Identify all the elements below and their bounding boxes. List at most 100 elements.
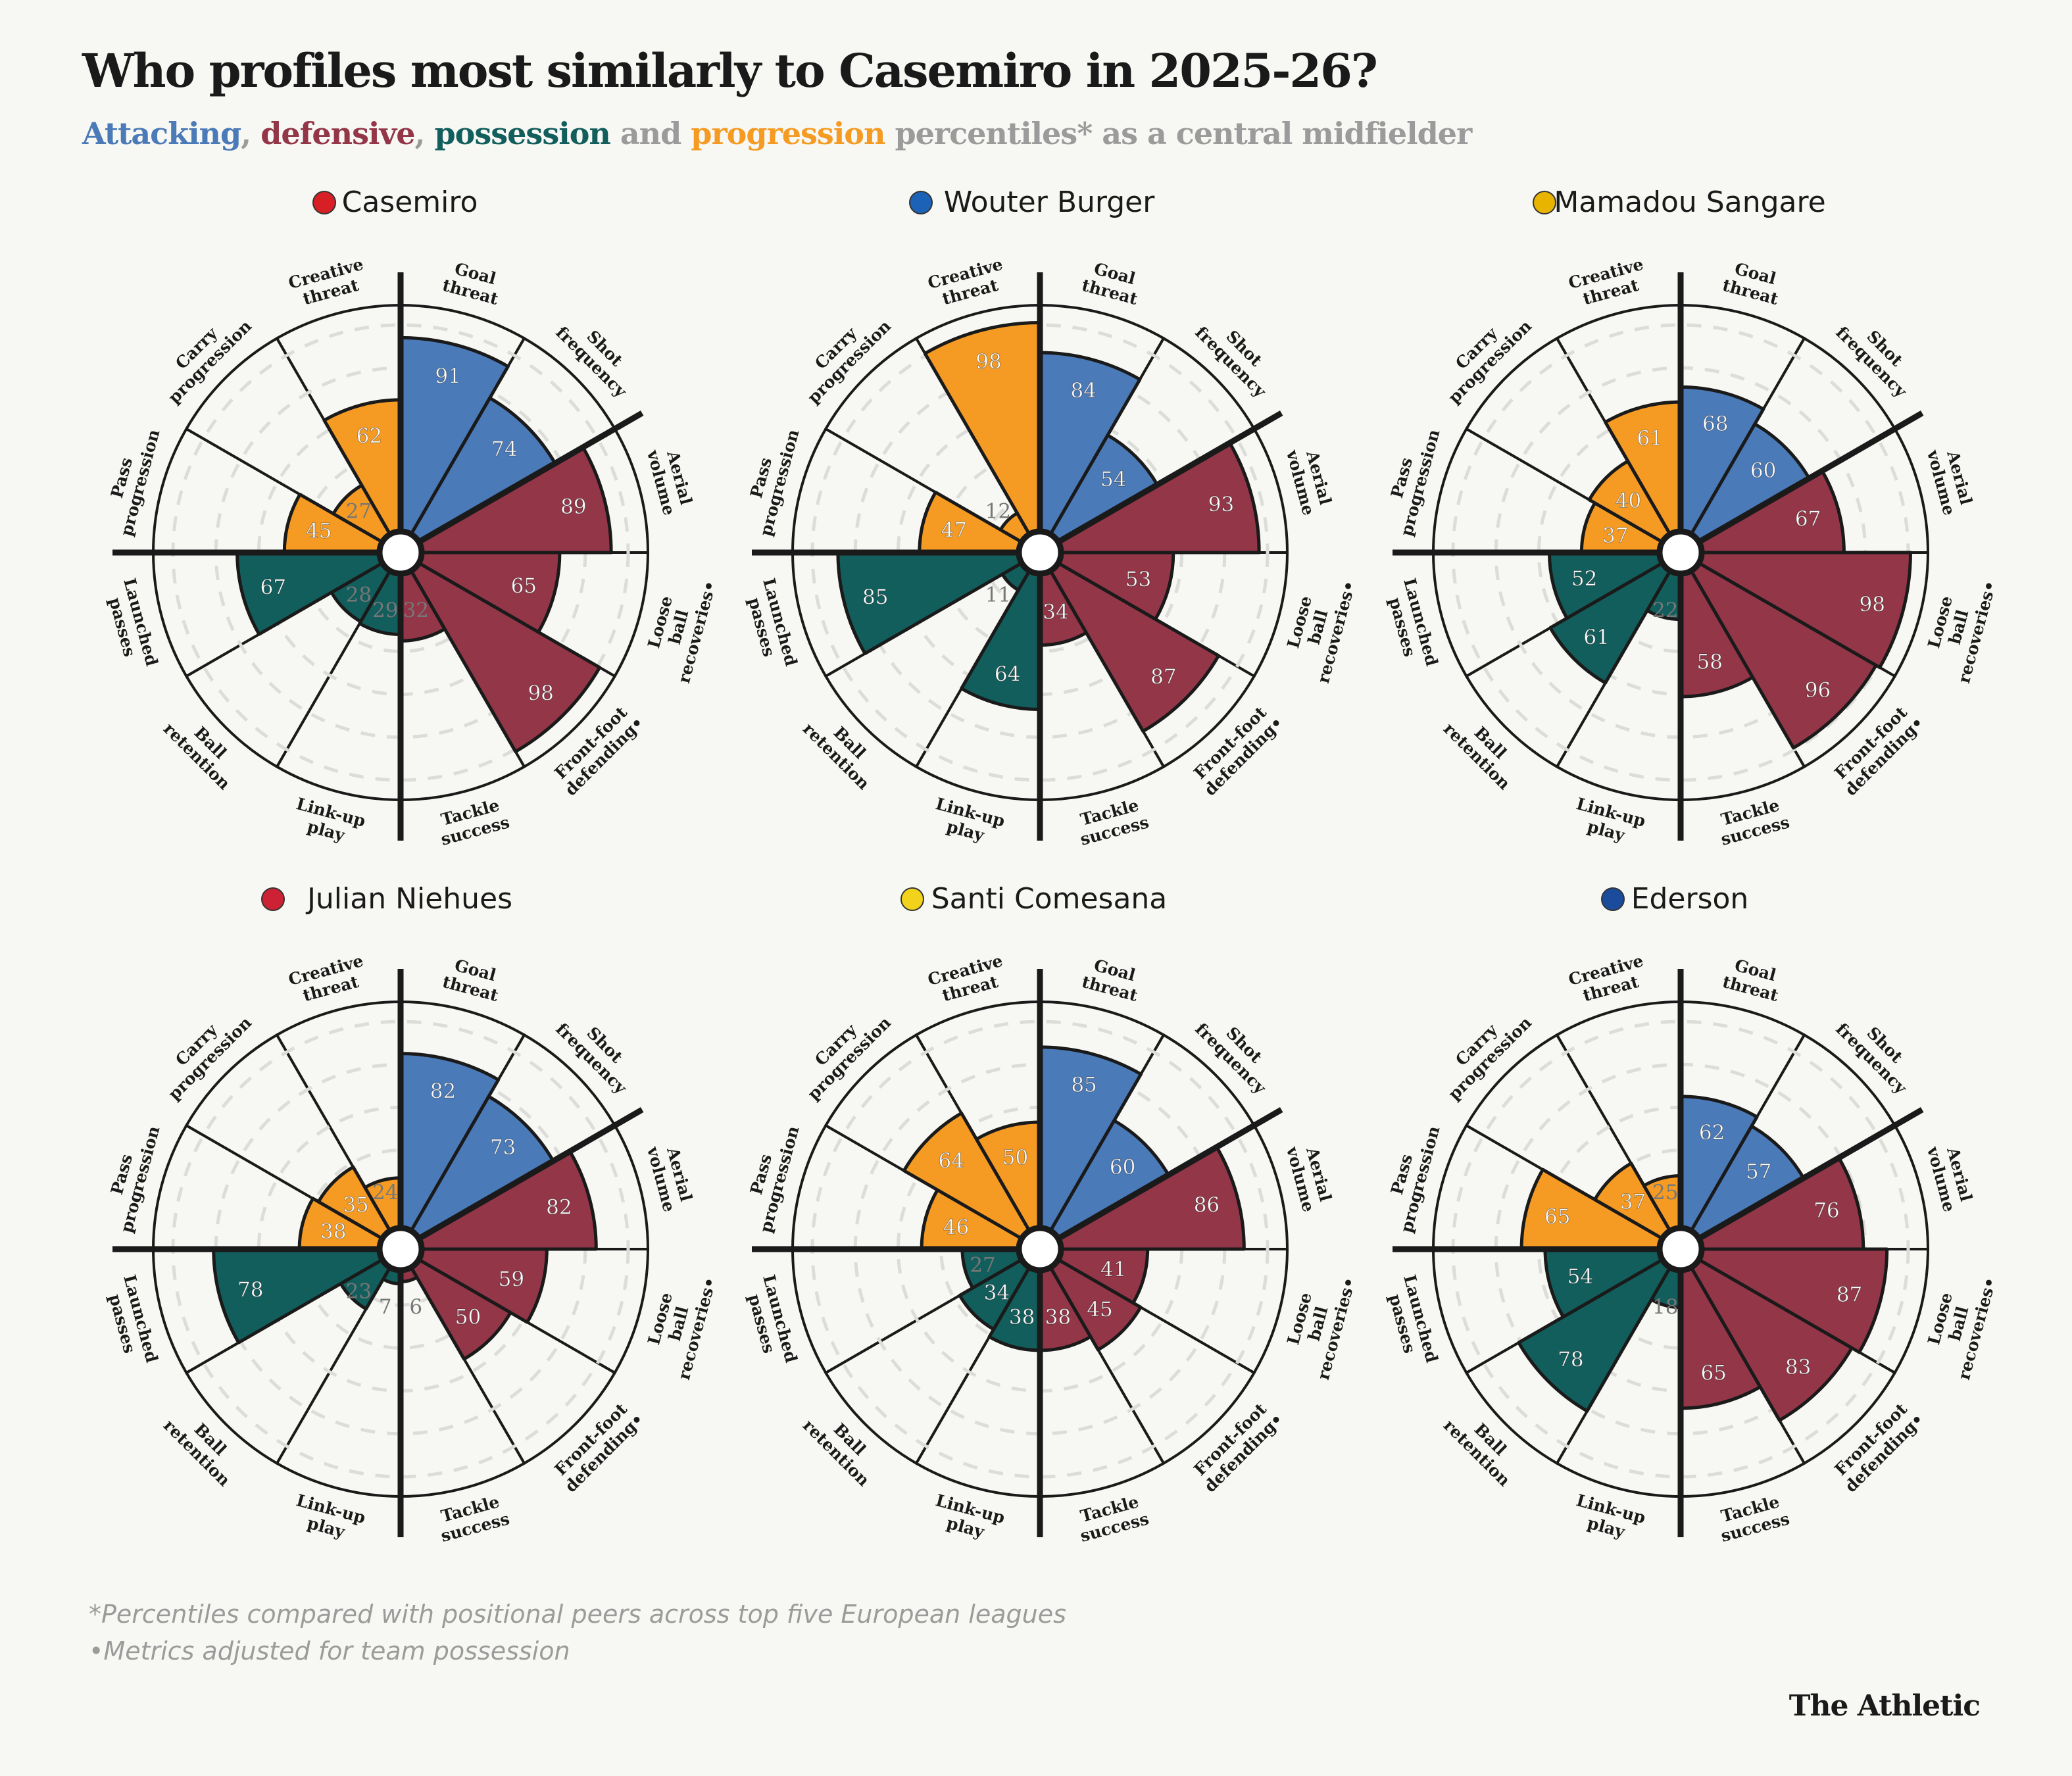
- value-label: 37: [1602, 524, 1628, 547]
- center-hole: [1656, 528, 1705, 577]
- metric-label: Creativethreat: [925, 951, 1010, 1008]
- metric-label: Tacklesuccess: [434, 1491, 512, 1546]
- value-label: 84: [1070, 379, 1096, 403]
- subtitle-part: and: [610, 116, 691, 151]
- group-divider: [399, 410, 644, 555]
- value-label: 62: [357, 424, 382, 448]
- value-bar: [1679, 1247, 1889, 1354]
- group-divider: [399, 1107, 644, 1252]
- value-label: 61: [1583, 626, 1609, 649]
- slice-background: [1555, 1244, 1682, 1498]
- metric-label: Passprogression: [737, 422, 802, 538]
- value-bar: [1038, 351, 1142, 555]
- value-label: 58: [1697, 650, 1723, 674]
- value-label: 28: [346, 583, 372, 607]
- value-bar: [212, 1247, 403, 1344]
- slice-background: [399, 1244, 526, 1498]
- hoffenheim-crest-icon: [909, 191, 933, 214]
- metric-label: Passprogression: [1378, 1119, 1443, 1235]
- value-label: 78: [1558, 1348, 1583, 1371]
- value-label: 96: [1805, 679, 1831, 703]
- value-label: 85: [1071, 1073, 1097, 1097]
- value-bar: [1038, 1145, 1246, 1251]
- slice-background: [824, 336, 1044, 556]
- metric-label: Launchedpasses: [741, 1273, 801, 1369]
- value-bar: [399, 551, 562, 634]
- subtitle-part: percentiles* as a central midfielder: [885, 116, 1472, 151]
- metric-label: Goalthreat: [441, 954, 506, 1006]
- value-bar: [1679, 551, 1878, 750]
- metric-label: Link-upplay: [929, 794, 1007, 849]
- value-bar: [1679, 1156, 1865, 1251]
- value-label: 60: [1110, 1155, 1135, 1179]
- heidenheim-crest-icon: [261, 887, 285, 911]
- footnote-possession-adjusted: •Metrics adjusted for team possession: [89, 1637, 570, 1665]
- group-divider: [1038, 1107, 1283, 1252]
- subtitle-part: ,: [241, 116, 261, 151]
- metric-label: Looseballrecoveries•: [1917, 569, 2000, 685]
- value-label: 83: [1785, 1356, 1811, 1379]
- value-label: 64: [995, 662, 1020, 686]
- value-label: 27: [346, 499, 372, 523]
- villarreal-crest-icon: [900, 887, 924, 911]
- value-bar: [399, 1247, 549, 1324]
- metric-label: Tacklesuccess: [1714, 794, 1792, 849]
- metric-label: Tacklesuccess: [434, 794, 512, 849]
- group-divider: [1679, 410, 1924, 555]
- value-label: 98: [528, 681, 553, 705]
- value-label: 57: [1746, 1160, 1771, 1183]
- value-bar: [399, 1149, 598, 1251]
- metric-label: Passprogression: [98, 422, 163, 538]
- metric-label: Looseballrecoveries•: [1917, 1266, 2000, 1382]
- value-bar: [399, 335, 510, 555]
- value-bar: [1679, 551, 1912, 670]
- value-label: 34: [1043, 601, 1068, 624]
- value-label: 34: [984, 1281, 1010, 1305]
- subtitle: Attacking, defensive, possession and pro…: [82, 116, 1472, 151]
- value-label: 53: [1125, 568, 1151, 591]
- value-bar: [1593, 1162, 1683, 1251]
- metric-label: Link-upplay: [929, 1491, 1007, 1546]
- manchester-united-crest-icon: [312, 191, 336, 214]
- value-label: 37: [1620, 1190, 1646, 1214]
- player-name: Ederson: [1631, 882, 1749, 916]
- value-label: 64: [938, 1149, 964, 1173]
- lens-crest-icon: [1533, 191, 1556, 214]
- metric-label: Looseballrecoveries•: [637, 569, 720, 685]
- metric-label: Launchedpasses: [741, 576, 801, 673]
- group-divider: [1679, 1107, 1924, 1252]
- value-label: 76: [1813, 1199, 1839, 1223]
- value-label: 29: [372, 599, 398, 622]
- value-bar: [902, 1111, 1042, 1251]
- metric-label: Aerialvolume: [1283, 1139, 1337, 1214]
- metric-label: Tacklesuccess: [1714, 1491, 1792, 1546]
- value-label: 65: [1544, 1205, 1570, 1229]
- value-label: 67: [1795, 507, 1821, 531]
- metric-label: Creativethreat: [1566, 951, 1650, 1008]
- value-label: 47: [941, 518, 967, 542]
- slice-background: [1555, 547, 1682, 802]
- slice-background: [275, 1244, 402, 1498]
- center-hole: [376, 1225, 425, 1273]
- subtitle-part: defensive: [260, 116, 415, 151]
- value-label: 59: [499, 1268, 524, 1291]
- metric-label: Looseballrecoveries•: [1277, 569, 1359, 685]
- player-name: Santi Comesana: [931, 882, 1168, 916]
- value-label: 38: [1045, 1305, 1071, 1329]
- metric-label: Launchedpasses: [101, 1273, 161, 1369]
- player-name: Mamadou Sangare: [1554, 185, 1825, 219]
- metric-label: Aerialvolume: [1923, 1139, 1977, 1214]
- value-bar: [316, 1165, 403, 1251]
- page-title: Who profiles most similarly to Casemiro …: [82, 43, 1378, 98]
- value-label: 86: [1194, 1193, 1220, 1217]
- value-label: 82: [546, 1195, 572, 1219]
- player-chart: Ederson 62 57 76 87 83 65 18 78 54 65 37 25 Goalthrea…: [1378, 882, 2000, 1546]
- value-label: 24: [372, 1181, 398, 1204]
- player-name: Julian Niehues: [305, 882, 512, 916]
- metric-label: Goalthreat: [1721, 257, 1786, 309]
- value-label: 54: [1100, 468, 1126, 491]
